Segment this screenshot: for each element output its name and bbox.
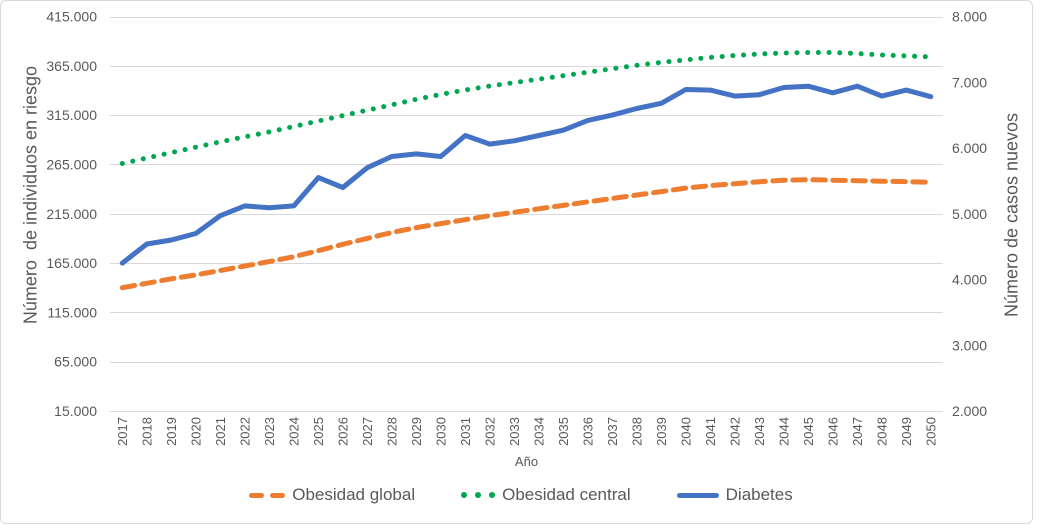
x-axis-tick-label: 2030 — [433, 417, 448, 446]
legend-swatch-dotted — [461, 492, 496, 498]
legend-label: Diabetes — [725, 485, 793, 504]
x-axis-tick-label: 2019 — [164, 417, 179, 446]
series-line-diabetes — [119, 83, 934, 266]
x-axis-tick-label: 2025 — [311, 417, 326, 446]
x-axis-tick-label: 2042 — [727, 417, 742, 446]
x-axis-tick-label: 2049 — [899, 417, 914, 446]
legend-dot-mark — [489, 492, 496, 498]
x-axis-tick-label: 2036 — [580, 417, 595, 446]
x-axis-tick-label: 2024 — [286, 417, 301, 446]
x-axis-tick-label: 2043 — [752, 417, 767, 446]
x-axis-tick-label: 2046 — [825, 417, 840, 446]
left-axis-tick-label: 365.000 — [46, 58, 97, 74]
left-axis-tick-label: 265.000 — [46, 156, 97, 172]
x-axis-tick-label: 2022 — [237, 417, 252, 446]
left-axis-tick-label: 415.000 — [46, 9, 97, 25]
series-line-obesidad-global — [119, 177, 934, 291]
left-axis-tick-label: 115.000 — [47, 304, 97, 320]
legend-item-diabetes[interactable]: Diabetes — [676, 485, 793, 505]
right-axis-tick-label: 7.000 — [952, 74, 987, 90]
x-axis-tick-label: 2040 — [678, 417, 693, 446]
right-axis-tick-label: 5.000 — [952, 206, 987, 222]
x-axis-tick-label: 2047 — [850, 417, 865, 446]
x-axis-tick-label: 2023 — [262, 417, 277, 446]
x-axis-tick-label: 2026 — [335, 417, 350, 446]
left-axis-tick-label: 215.000 — [46, 206, 97, 222]
x-axis-tick-label: 2050 — [923, 417, 938, 446]
x-axis-title: Año — [514, 454, 539, 469]
left-axis-title: Número de individuos en riesgo — [20, 65, 41, 325]
right-axis-tick-label: 2.000 — [952, 403, 987, 419]
x-axis-tick-label: 2045 — [801, 417, 816, 446]
x-axis-tick-label: 2034 — [531, 417, 546, 446]
right-axis-tick-label: 4.000 — [952, 272, 987, 288]
left-axis-tick-label: 15.000 — [54, 403, 97, 419]
legend-label: Obesidad global — [292, 485, 416, 504]
legend-line-mark — [676, 492, 719, 498]
x-axis-tick-label: 2032 — [482, 417, 497, 446]
legend-item-obesidad-central[interactable]: Obesidad central — [461, 485, 631, 505]
x-axis-tick-label: 2044 — [776, 417, 791, 446]
x-axis-tick-label: 2027 — [360, 417, 375, 446]
right-axis-tick-labels: 2.000 3.000 4.000 5.000 6.000 7.000 8.000 — [952, 9, 987, 420]
x-axis-tick-label: 2021 — [213, 417, 228, 446]
legend-label: Obesidad central — [502, 485, 631, 504]
x-axis-tick-label: 2048 — [874, 417, 889, 446]
legend-dot-mark — [461, 492, 468, 498]
right-axis-tick-label: 6.000 — [952, 140, 987, 156]
x-axis-tick-label: 2038 — [629, 417, 644, 446]
legend-dash-mark — [249, 492, 265, 498]
x-axis-tick-label: 2018 — [139, 417, 154, 446]
series-line-obesidad-central — [119, 50, 934, 166]
legend: Obesidad global Obesidad central Diabetes — [0, 485, 1042, 505]
right-axis-tick-label: 8.000 — [952, 9, 987, 25]
left-axis-tick-label: 165.000 — [46, 255, 97, 271]
legend-dash-mark — [270, 492, 286, 498]
x-axis-tick-label: 2028 — [384, 417, 399, 446]
left-axis-tick-labels: 15.000 65.000 115.000 165.000 215.000 265.000… — [46, 9, 97, 420]
x-axis-tick-label: 2033 — [507, 417, 522, 446]
x-axis-tick-label: 2035 — [556, 417, 571, 446]
left-axis-tick-label: 315.000 — [46, 107, 97, 123]
x-axis-tick-label: 2029 — [409, 417, 424, 446]
legend-swatch-solid — [676, 492, 719, 498]
legend-swatch-dashed — [249, 492, 286, 498]
x-axis-tick-label: 2037 — [605, 417, 620, 446]
x-axis-tick-label: 2031 — [458, 417, 473, 446]
right-axis-title: Número de casos nuevos — [1001, 112, 1022, 318]
legend-dot-mark — [475, 492, 482, 498]
x-axis-tick-labels: 2017 2018 2019 2020 2021 2022 2023 2024 2025 2026… — [115, 417, 939, 446]
gridlines — [110, 17, 943, 412]
left-axis-tick-label: 65.000 — [54, 354, 97, 370]
x-axis-tick-label: 2041 — [703, 417, 718, 446]
x-axis-tick-label: 2020 — [188, 417, 203, 446]
legend-item-obesidad-global[interactable]: Obesidad global — [249, 485, 415, 505]
right-axis-tick-label: 3.000 — [952, 337, 987, 353]
x-axis-tick-label: 2017 — [115, 417, 130, 446]
x-axis-tick-label: 2039 — [654, 417, 669, 446]
